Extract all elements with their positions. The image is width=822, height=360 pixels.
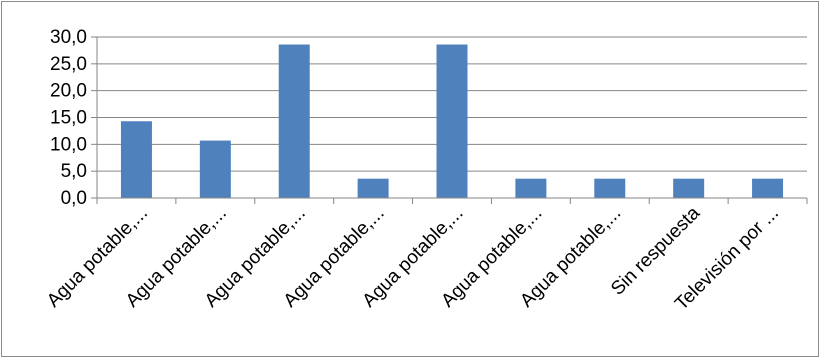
y-tick-label: 15,0	[50, 108, 87, 129]
axes	[91, 36, 808, 204]
bar	[436, 44, 468, 198]
y-tick-label: 0,0	[61, 188, 87, 209]
bar	[673, 178, 705, 198]
y-tick-label: 5,0	[61, 161, 87, 182]
y-tick-label: 30,0	[50, 27, 87, 48]
bar	[199, 140, 231, 198]
y-tick-label: 25,0	[50, 54, 87, 75]
bar	[594, 178, 626, 198]
bar	[120, 121, 152, 198]
bar	[278, 44, 310, 198]
bar	[515, 178, 547, 198]
y-tick-label: 20,0	[50, 81, 87, 102]
bar	[357, 178, 389, 198]
y-tick-labels: 0,0 5,0 10,0 15,0 20,0 25,0 30,0	[50, 27, 87, 209]
bar	[752, 178, 784, 198]
y-tick-label: 10,0	[50, 134, 87, 155]
x-tick-labels: Agua potable,...Agua potable,...Agua pot…	[43, 202, 783, 314]
bars	[120, 44, 784, 198]
